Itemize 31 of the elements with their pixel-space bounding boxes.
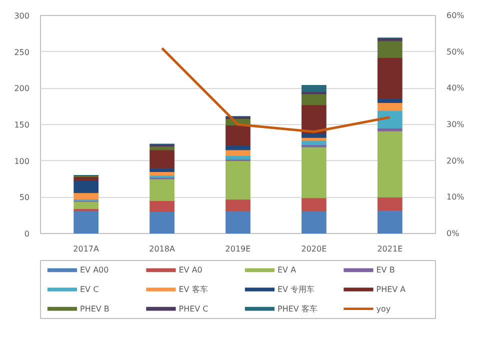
x-tick-label: 2021E [377,244,403,254]
x-tick-label: 2019E [225,244,251,254]
y-tick-label: 50 [19,193,30,202]
legend-label: EV A0 [178,266,202,275]
legend-label: EV 客车 [178,285,208,294]
x-tick-label: 2020E [301,244,327,254]
legend-label: EV A00 [80,266,109,275]
legend-label: EV A [278,266,297,275]
y2-tick-label: 10% [446,192,465,202]
y2-tick-label: 0% [446,229,460,238]
y2-tick-label: 30% [446,120,465,129]
y2-tick-label: 40% [446,84,465,93]
legend-label: PHEV C [178,304,209,314]
y2-tick-label: 20% [446,156,465,166]
legend-label: EV B [376,266,395,275]
y-tick-label: 300 [14,12,30,20]
y-tick-label: 0 [24,230,30,238]
x-tick-label: 2017A [73,244,100,254]
y-tick-label: 200 [14,84,30,94]
legend-label: PHEV 客车 [278,304,318,314]
legend-label: EV C [80,285,100,294]
legend-label: EV 专用车 [278,285,315,294]
y2-tick-label: 60% [446,11,465,20]
y-tick-label: 250 [14,48,30,57]
legend-label: PHEV B [80,304,110,314]
legend-label: PHEV A [376,285,406,294]
x-tick-label: 2018A [149,244,176,254]
y-tick-label: 150 [14,120,30,130]
y-tick-label: 100 [14,156,30,166]
y2-tick-label: 50% [446,47,465,56]
legend-label: yoy [376,304,391,314]
